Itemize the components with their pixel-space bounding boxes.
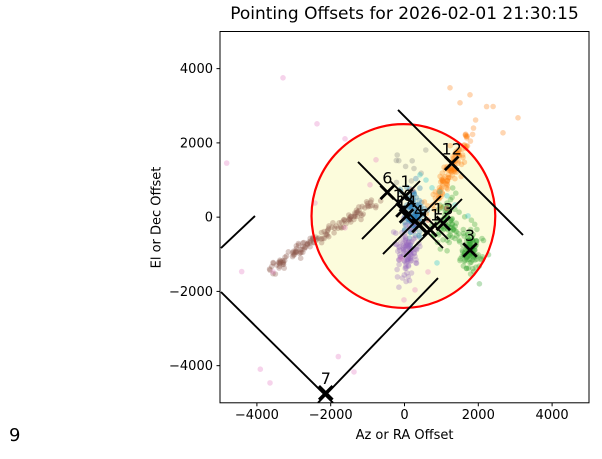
source-marker-12: 12 bbox=[442, 139, 462, 172]
source-marker-1: 1 bbox=[397, 172, 414, 204]
source-marker-label: 11 bbox=[420, 206, 440, 225]
scatter-orange-outliers bbox=[447, 85, 521, 136]
x-marker-icon bbox=[318, 384, 334, 401]
source-marker-label: 10 bbox=[393, 186, 413, 205]
x-marker-icon bbox=[422, 221, 438, 238]
x-axis-label: Az or RA Offset bbox=[355, 428, 454, 443]
source-marker-10: 10 bbox=[393, 186, 413, 218]
corner-source-label: 9 bbox=[9, 425, 21, 446]
x-marker-icon bbox=[398, 208, 415, 224]
line-7a bbox=[220, 291, 334, 403]
scatter-brown-trail bbox=[266, 197, 384, 277]
search-radius-fill bbox=[311, 124, 496, 308]
y-tick-label: 0 bbox=[205, 211, 213, 226]
source-marker-label: 4 bbox=[414, 202, 424, 221]
line-12 bbox=[397, 109, 524, 236]
y-tick-label: −4000 bbox=[169, 359, 213, 374]
source-marker-6: 6 bbox=[379, 168, 396, 201]
x-tick-label: 0 bbox=[400, 408, 408, 423]
source-marker-13: 13 bbox=[433, 199, 453, 232]
source-marker-4: 4 bbox=[411, 202, 427, 234]
y-axis-ticks: −4000 −2000 0 2000 4000 bbox=[169, 62, 220, 374]
x-marker-icon bbox=[462, 242, 478, 258]
x-tick-label: 4000 bbox=[536, 408, 569, 423]
scatter-pink-points bbox=[223, 75, 431, 386]
source-marker-label: 7 bbox=[321, 369, 331, 388]
search-radius-circle bbox=[310, 123, 497, 310]
line-b bbox=[382, 195, 442, 255]
x-tick-label: −2000 bbox=[309, 408, 353, 423]
source-marker-14: 14 bbox=[396, 192, 417, 224]
scatter-gray-cluster bbox=[393, 147, 429, 186]
line-6 bbox=[357, 161, 444, 249]
y-tick-label: −2000 bbox=[169, 285, 213, 300]
y-tick-label: 2000 bbox=[180, 136, 213, 151]
source-marker-7: 7 bbox=[318, 369, 334, 401]
source-marker-label: 12 bbox=[442, 139, 462, 158]
x-marker-icon bbox=[443, 155, 460, 172]
source-marker-label: 6 bbox=[382, 168, 392, 187]
scatter-cyan-points bbox=[417, 172, 471, 266]
source-marker-3: 3 bbox=[462, 226, 478, 258]
source-marker-label: 3 bbox=[465, 226, 475, 245]
x-marker-icon bbox=[435, 215, 452, 232]
x-tick-label: −4000 bbox=[235, 408, 279, 423]
scatter-orange-cluster bbox=[414, 103, 490, 227]
x-tick-label: 2000 bbox=[462, 408, 495, 423]
source-marker-label: 13 bbox=[433, 199, 453, 218]
line-9 bbox=[220, 215, 256, 249]
x-marker-icon bbox=[397, 188, 414, 204]
y-tick-label: 4000 bbox=[180, 62, 213, 77]
source-marker-label: 14 bbox=[396, 192, 416, 211]
line-7b bbox=[317, 277, 439, 403]
x-axis-ticks: −4000 −2000 0 2000 4000 bbox=[235, 402, 569, 423]
chart-title: Pointing Offsets for 2026-02-01 21:30:15 bbox=[230, 4, 579, 24]
source-marker-label: 1 bbox=[400, 172, 410, 191]
x-marker-icon bbox=[379, 184, 396, 201]
source-marker-11: 11 bbox=[420, 206, 440, 238]
x-marker-icon bbox=[411, 217, 427, 234]
